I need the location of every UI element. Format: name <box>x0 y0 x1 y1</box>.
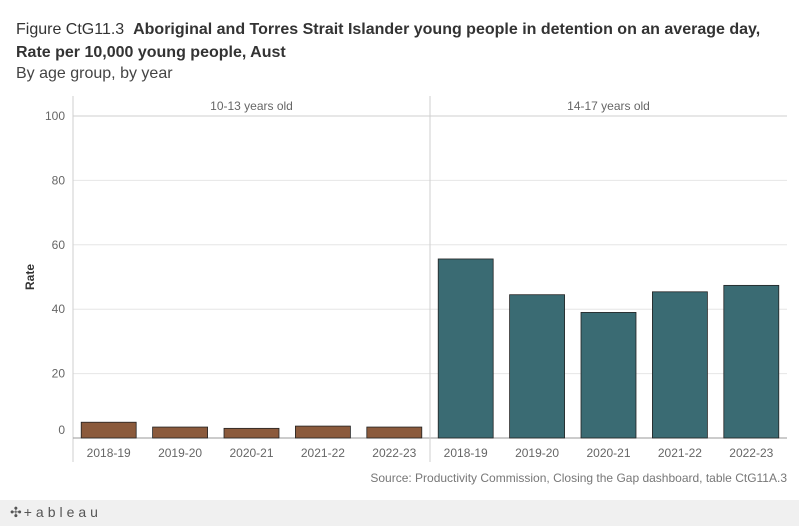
bar <box>152 426 208 439</box>
bar <box>580 312 637 439</box>
bar <box>652 291 708 439</box>
bar-chart: 0 20 40 60 80 100 Rate 10-13 years old 2018-19 20… <box>23 96 787 462</box>
panel-header-label: 14-17 years old <box>567 99 650 113</box>
y-tick-label: 80 <box>52 173 66 187</box>
footer-bar: ✣ +ableau <box>0 500 799 526</box>
x-tick-label: 2022-23 <box>729 446 773 460</box>
x-tick-label: 2021-22 <box>301 446 345 460</box>
bar <box>509 294 565 439</box>
x-tick-label: 2018-19 <box>444 446 488 460</box>
y-tick-label: 60 <box>52 238 66 252</box>
bar <box>295 425 351 439</box>
x-tick-label: 2018-19 <box>87 446 131 460</box>
bar <box>223 427 280 439</box>
chart-title: Figure CtG11.3 Aboriginal and Torres Str… <box>16 18 786 64</box>
y-tick-label: 20 <box>52 367 66 381</box>
y-tick-label: 40 <box>52 302 66 316</box>
x-tick-label: 2019-20 <box>158 446 202 460</box>
panel-header-label: 10-13 years old <box>210 99 293 113</box>
logo-text: +ableau <box>23 504 102 520</box>
x-tick-label: 2019-20 <box>515 446 559 460</box>
bar <box>723 284 780 439</box>
bar <box>366 426 423 439</box>
y-axis-label: Rate <box>23 264 37 290</box>
x-tick-label: 2022-23 <box>372 446 416 460</box>
source-note: Source: Productivity Commission, Closing… <box>370 471 787 485</box>
x-tick-label: 2020-21 <box>586 446 630 460</box>
tableau-logo-icon: ✣ <box>10 504 22 520</box>
figure-title: Aboriginal and Torres Strait Islander yo… <box>16 21 761 61</box>
bar <box>437 258 494 439</box>
bar <box>80 421 137 439</box>
tableau-logo[interactable]: ✣ +ableau <box>10 504 102 521</box>
x-tick-label: 2020-21 <box>229 446 273 460</box>
chart-subtitle: By age group, by year <box>16 65 173 82</box>
y-tick-label: 100 <box>45 109 65 123</box>
figure-prefix: Figure CtG11.3 <box>16 21 125 38</box>
x-tick-label: 2021-22 <box>658 446 702 460</box>
y-tick-label: 0 <box>58 423 65 437</box>
